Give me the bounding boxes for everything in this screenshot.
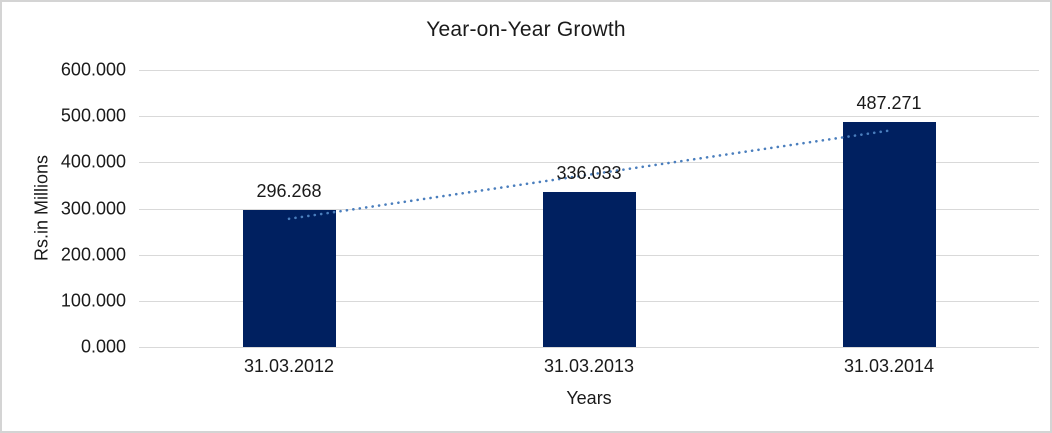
gridline	[139, 162, 1039, 164]
y-tick-label: 600.000	[60, 59, 126, 80]
x-axis-title: Years	[566, 388, 612, 408]
y-tick-label: 100.000	[60, 290, 126, 311]
gridline	[139, 347, 1039, 348]
gridline	[139, 116, 1039, 118]
y-tick-label: 400.000	[60, 151, 126, 172]
y-tick-label: 500.000	[60, 105, 126, 126]
y-tick-label: 300.000	[60, 198, 126, 218]
x-tick-label: 31.03.2014	[843, 356, 935, 376]
y-tick-label: 0.000	[80, 336, 126, 357]
bar-value-label: 296.268	[256, 181, 322, 202]
bar-value-label: 487.271	[856, 93, 922, 114]
bar-value-label: 336.033	[556, 162, 622, 183]
y-tick-label: 200.000	[60, 244, 126, 265]
y-axis-tick-labels: 0.000 100.000 200.000 300.000 400.000 500.000…	[2, 60, 126, 357]
x-axis-tick-labels: 31.03.2012 31.03.2013 31.03.2014	[139, 356, 1039, 378]
bar	[542, 191, 636, 347]
x-tick-label: 31.03.2012	[243, 356, 335, 376]
bar	[842, 122, 936, 347]
x-tick-label: 31.03.2013	[543, 356, 635, 376]
plot-area: 296.268 336.033 487.271	[139, 70, 1039, 348]
chart-title: Year-on-Year Growth	[426, 18, 626, 41]
bar	[242, 210, 336, 347]
gridline	[139, 70, 1039, 71]
